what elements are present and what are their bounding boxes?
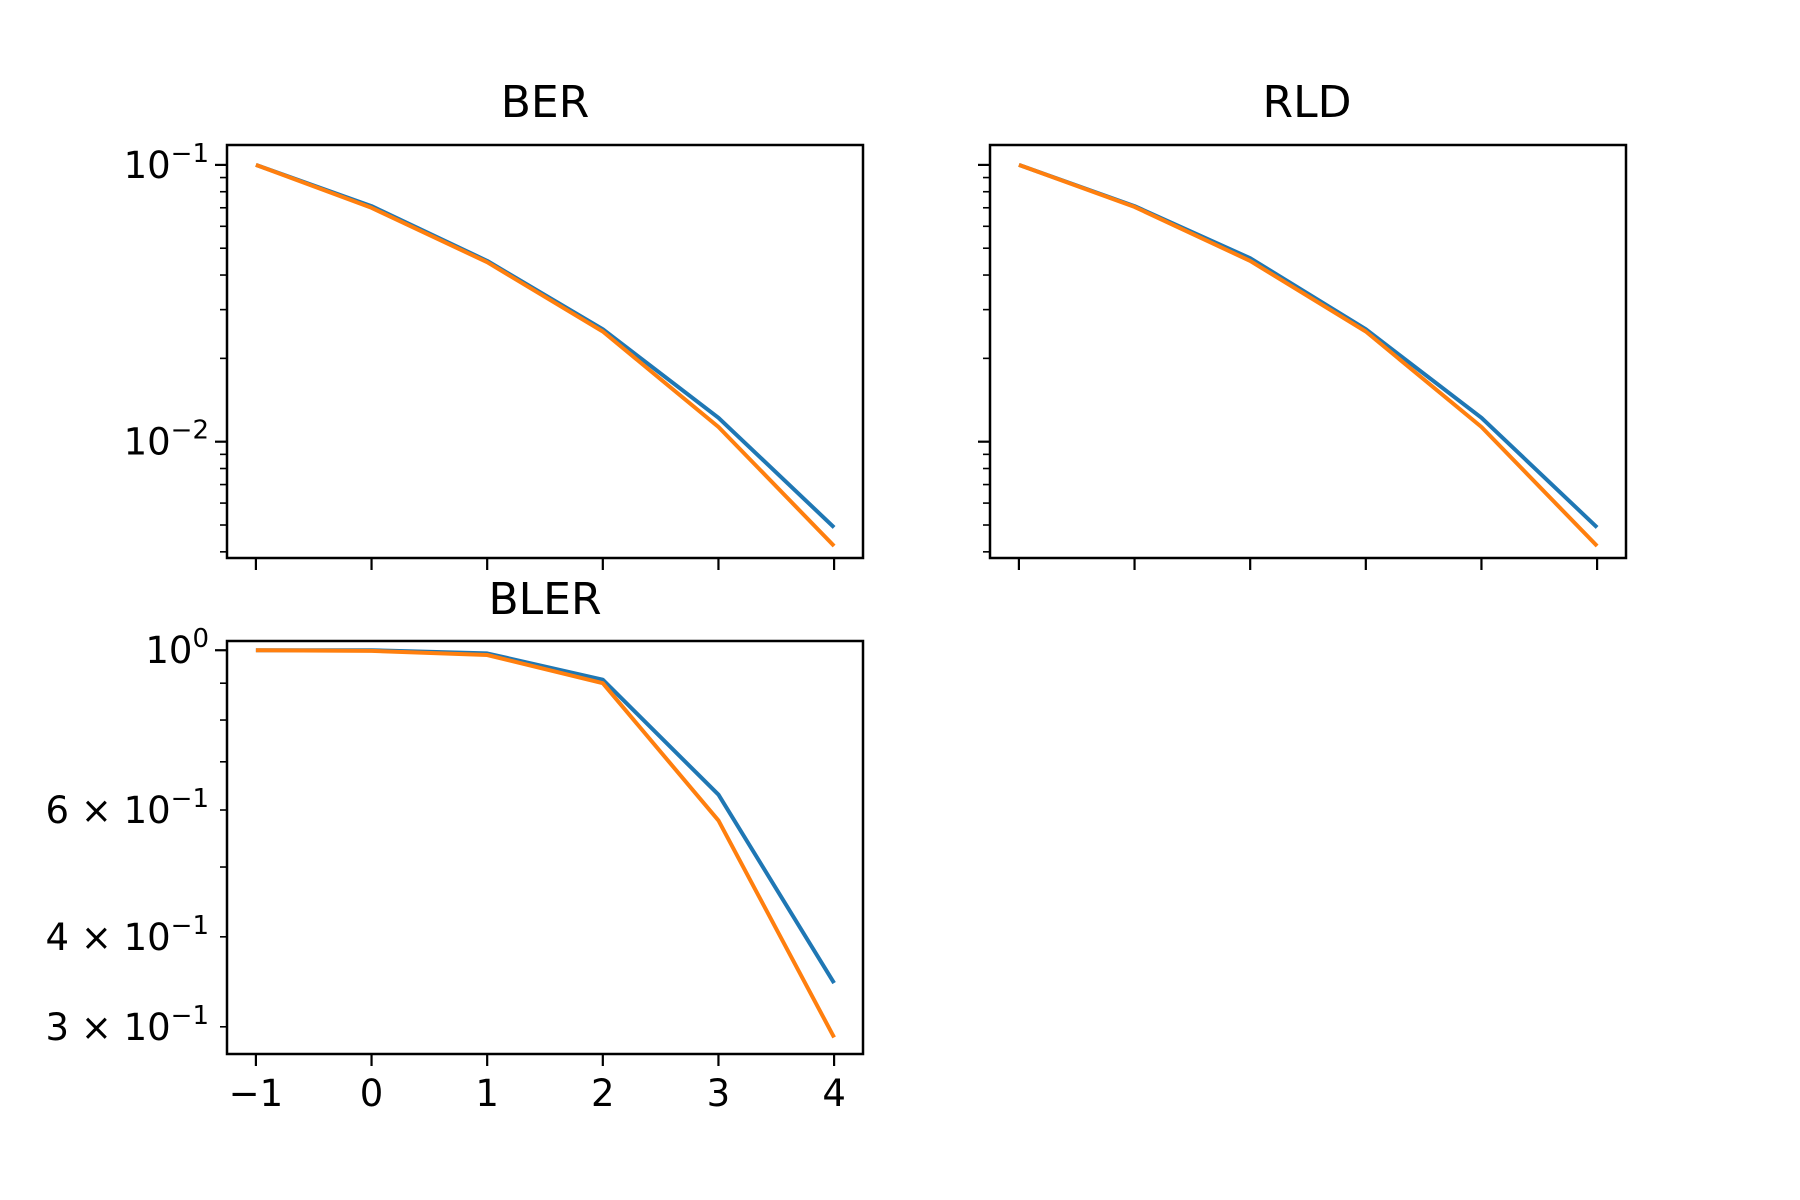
bler-title: BLER: [488, 574, 601, 625]
ber-title: BER: [501, 77, 590, 128]
bler-x-tick-label: 0: [360, 1072, 384, 1115]
bler-y-tick-label: 3 × 10−1: [46, 1001, 209, 1049]
bler-axes-frame: [225, 639, 865, 1056]
ber-panel: BER 10−1 10−2: [124, 77, 865, 570]
bler-x-tick-label: 1: [475, 1072, 499, 1115]
rld-panel: RLD: [978, 77, 1628, 570]
bler-x-tick-label: −1: [229, 1072, 284, 1115]
bler-y-tick-label: 6 × 10−1: [46, 784, 209, 832]
bler-x-tick-label: 4: [822, 1072, 846, 1115]
bler-y-tick-label: 100: [145, 624, 209, 672]
rld-series-2-line: [1018, 163, 1599, 548]
ber-axes-frame: [225, 143, 865, 560]
rld-lines: [1018, 163, 1599, 548]
bler-y-tick-label: 4 × 10−1: [46, 911, 209, 959]
bler-x-tick-label: 3: [707, 1072, 731, 1115]
bler-panel: BLER −1 0 1 2 3 4 100 6 × 10−1 4 × 10−1 3 × 10−1: [46, 574, 865, 1115]
ber-series-2-line: [255, 163, 836, 548]
bler-ticks: −1 0 1 2 3 4 100 6 × 10−1 4 × 10−1 3 × 10−1: [46, 624, 846, 1115]
ber-y-tick-label: 10−1: [124, 139, 209, 187]
ber-lines: [255, 163, 836, 548]
rld-title: RLD: [1263, 77, 1352, 128]
bler-x-tick-label: 2: [591, 1072, 615, 1115]
ber-y-tick-label: 10−2: [124, 416, 209, 464]
bler-series-2-line: [255, 648, 836, 1039]
rld-axes-frame: [988, 143, 1628, 560]
bler-lines: [255, 648, 836, 1039]
